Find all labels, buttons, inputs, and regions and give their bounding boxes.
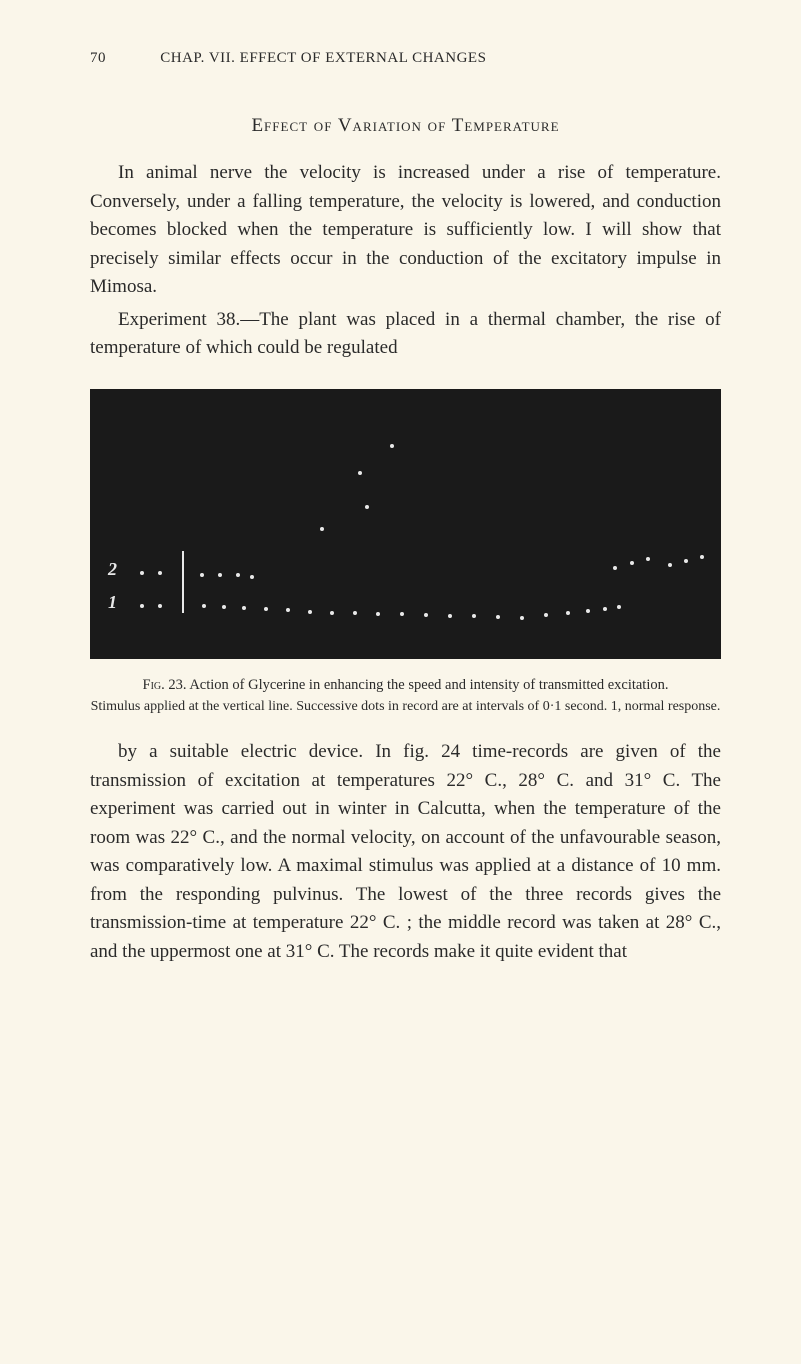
data-point xyxy=(520,616,524,620)
figure-caption-main: Fig. 23. Action of Glycerine in enhancin… xyxy=(90,675,721,695)
data-point xyxy=(390,444,394,448)
data-point xyxy=(668,563,672,567)
chapter-header: CHAP. VII. EFFECT OF EXTERNAL CHANGES xyxy=(160,50,486,67)
data-point xyxy=(330,611,334,615)
data-point xyxy=(400,612,404,616)
section-title: Effect of Variation of Temperature xyxy=(90,115,721,137)
data-point xyxy=(472,614,476,618)
data-point xyxy=(586,609,590,613)
figure-row-label: 1 xyxy=(108,592,117,613)
data-point xyxy=(222,605,226,609)
page-number: 70 xyxy=(90,50,106,67)
data-point xyxy=(140,604,144,608)
data-point xyxy=(617,605,621,609)
figure-row-label: 2 xyxy=(108,559,117,580)
data-point xyxy=(424,613,428,617)
data-point xyxy=(630,561,634,565)
data-point xyxy=(448,614,452,618)
data-point xyxy=(603,607,607,611)
figure-container: 21 Fig. 23. Action of Glycerine in enhan… xyxy=(90,389,721,717)
paragraph-1: In animal nerve the velocity is increase… xyxy=(90,159,721,302)
data-point xyxy=(684,559,688,563)
data-point xyxy=(140,571,144,575)
data-point xyxy=(218,573,222,577)
data-point xyxy=(646,557,650,561)
data-point xyxy=(242,606,246,610)
data-point xyxy=(202,604,206,608)
paragraph-2: Experiment 38.—The plant was placed in a… xyxy=(90,306,721,363)
data-point xyxy=(700,555,704,559)
data-point xyxy=(365,505,369,509)
data-point xyxy=(613,566,617,570)
figure-label: Fig. 23. xyxy=(143,677,187,693)
data-point xyxy=(358,471,362,475)
data-point xyxy=(353,611,357,615)
data-point xyxy=(320,527,324,531)
data-point xyxy=(566,611,570,615)
data-point xyxy=(308,610,312,614)
page-container: 70 CHAP. VII. EFFECT OF EXTERNAL CHANGES… xyxy=(0,0,801,1010)
data-point xyxy=(236,573,240,577)
paragraph-3: by a suitable electric device. In fig. 2… xyxy=(90,738,721,966)
page-header: 70 CHAP. VII. EFFECT OF EXTERNAL CHANGES xyxy=(90,50,721,67)
data-point xyxy=(496,615,500,619)
stimulus-vline xyxy=(182,551,184,613)
data-point xyxy=(200,573,204,577)
data-point xyxy=(250,575,254,579)
figure-caption-text: Action of Glycerine in enhancing the spe… xyxy=(189,677,668,693)
data-point xyxy=(376,612,380,616)
figure-caption-sub: Stimulus applied at the vertical line. S… xyxy=(90,697,721,717)
data-point xyxy=(286,608,290,612)
data-point xyxy=(158,604,162,608)
data-point xyxy=(264,607,268,611)
data-point xyxy=(158,571,162,575)
data-point xyxy=(544,613,548,617)
figure-23: 21 xyxy=(90,389,721,659)
